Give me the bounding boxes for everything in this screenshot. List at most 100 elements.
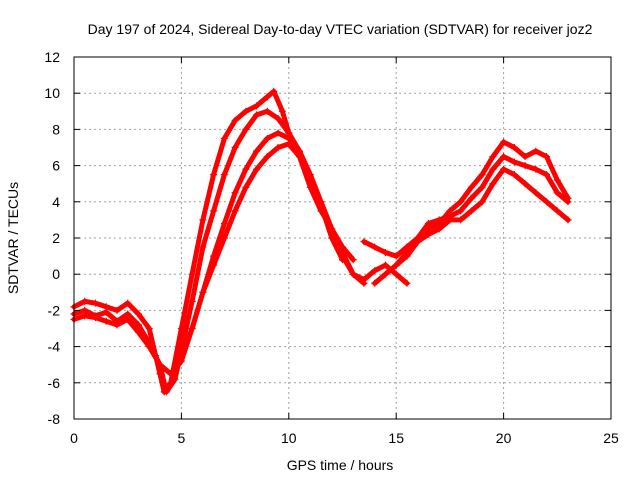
data-point bbox=[263, 93, 271, 101]
data-point bbox=[381, 270, 389, 278]
series-trace bbox=[71, 130, 410, 377]
data-point bbox=[242, 183, 250, 191]
data-point bbox=[392, 261, 400, 269]
data-point bbox=[457, 207, 465, 215]
data-point bbox=[489, 180, 497, 188]
data-point bbox=[278, 107, 286, 115]
data-point bbox=[543, 198, 551, 206]
data-point bbox=[134, 328, 142, 336]
data-point bbox=[231, 144, 239, 151]
plot-area bbox=[70, 87, 572, 396]
series-track-4 bbox=[177, 140, 346, 360]
data-point bbox=[510, 158, 518, 166]
data-point bbox=[457, 216, 465, 224]
data-point bbox=[220, 134, 228, 142]
data-point bbox=[102, 317, 110, 325]
data-point bbox=[242, 107, 250, 115]
data-point bbox=[253, 147, 261, 155]
data-point bbox=[113, 321, 121, 329]
data-point bbox=[328, 234, 336, 242]
data-point bbox=[532, 147, 540, 155]
data-point bbox=[220, 234, 228, 242]
y-tick-label: 12 bbox=[44, 49, 60, 65]
data-point bbox=[360, 276, 368, 284]
data-point bbox=[553, 207, 561, 215]
data-point bbox=[478, 183, 486, 191]
y-tick-label: 4 bbox=[52, 194, 60, 210]
data-point bbox=[274, 144, 282, 151]
x-axis-label: GPS time / hours bbox=[287, 457, 394, 473]
data-point bbox=[231, 189, 239, 197]
data-point bbox=[199, 288, 207, 296]
data-point bbox=[392, 270, 400, 278]
data-point bbox=[81, 297, 89, 305]
data-point bbox=[102, 308, 110, 316]
x-tick-label: 0 bbox=[70, 430, 78, 446]
data-point bbox=[500, 138, 508, 146]
data-point bbox=[188, 270, 196, 278]
data-point bbox=[403, 279, 411, 287]
data-point bbox=[543, 171, 551, 179]
series-trace bbox=[361, 154, 571, 259]
data-point bbox=[553, 189, 561, 197]
data-point bbox=[489, 153, 497, 161]
data-point bbox=[199, 243, 207, 251]
data-point bbox=[371, 243, 379, 251]
data-point bbox=[478, 171, 486, 179]
x-tick-label: 10 bbox=[281, 430, 297, 446]
data-point bbox=[220, 171, 228, 179]
data-point bbox=[124, 299, 132, 307]
data-point bbox=[113, 306, 121, 314]
data-point bbox=[510, 144, 518, 151]
data-point bbox=[171, 375, 179, 383]
data-point bbox=[253, 111, 261, 119]
data-point bbox=[371, 267, 379, 275]
data-point bbox=[91, 299, 99, 307]
y-tick-label: 2 bbox=[52, 230, 60, 246]
data-point bbox=[467, 183, 475, 191]
data-point bbox=[263, 134, 271, 142]
data-point bbox=[360, 238, 368, 246]
data-point bbox=[478, 198, 486, 206]
x-tick-label: 5 bbox=[178, 430, 186, 446]
data-point bbox=[188, 325, 196, 332]
data-point bbox=[457, 198, 465, 206]
series-track-3 bbox=[70, 129, 411, 378]
data-point bbox=[188, 297, 196, 305]
series-track-7 bbox=[392, 165, 572, 269]
y-axis-label: SDTVAR / TECUs bbox=[5, 182, 21, 294]
y-tick-label: 6 bbox=[52, 158, 60, 174]
data-point bbox=[510, 171, 518, 179]
data-point bbox=[145, 325, 153, 332]
data-point bbox=[270, 87, 278, 95]
data-point bbox=[145, 343, 153, 351]
data-point bbox=[162, 388, 170, 396]
data-point bbox=[532, 189, 540, 197]
chart-title: Day 197 of 2024, Sidereal Day-to-day VTE… bbox=[88, 21, 593, 37]
data-point bbox=[435, 225, 443, 233]
data-point bbox=[392, 252, 400, 260]
x-tick-labels: 0 5 10 15 20 25 bbox=[70, 430, 619, 446]
data-point bbox=[177, 352, 185, 360]
data-point bbox=[521, 162, 529, 170]
data-point bbox=[564, 216, 572, 224]
data-point bbox=[500, 165, 508, 173]
data-point bbox=[263, 153, 271, 161]
data-point bbox=[521, 180, 529, 188]
y-tick-label: 10 bbox=[44, 85, 60, 101]
axis-ticks bbox=[73, 56, 612, 420]
y-tick-labels: -8 -6 -4 -2 0 2 4 6 8 10 12 bbox=[44, 49, 60, 427]
grid bbox=[74, 57, 611, 419]
data-point bbox=[231, 207, 239, 215]
data-point bbox=[553, 176, 561, 184]
y-tick-label: -2 bbox=[48, 302, 61, 318]
data-point bbox=[500, 153, 508, 161]
data-point bbox=[424, 230, 432, 238]
data-point bbox=[467, 207, 475, 215]
y-tick-label: -6 bbox=[48, 375, 61, 391]
data-point bbox=[81, 312, 89, 320]
data-point bbox=[349, 256, 357, 264]
data-point bbox=[91, 314, 99, 322]
series-trace bbox=[178, 141, 345, 359]
